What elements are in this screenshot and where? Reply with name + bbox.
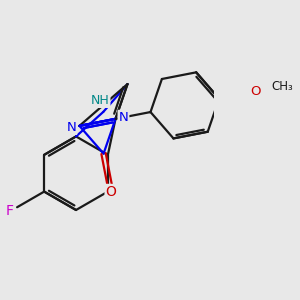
Text: F: F	[6, 204, 14, 218]
Text: NH: NH	[91, 94, 110, 107]
Text: N: N	[118, 111, 128, 124]
Text: O: O	[251, 85, 261, 98]
Text: N: N	[67, 121, 76, 134]
Text: O: O	[106, 185, 116, 199]
Text: CH₃: CH₃	[272, 80, 293, 93]
